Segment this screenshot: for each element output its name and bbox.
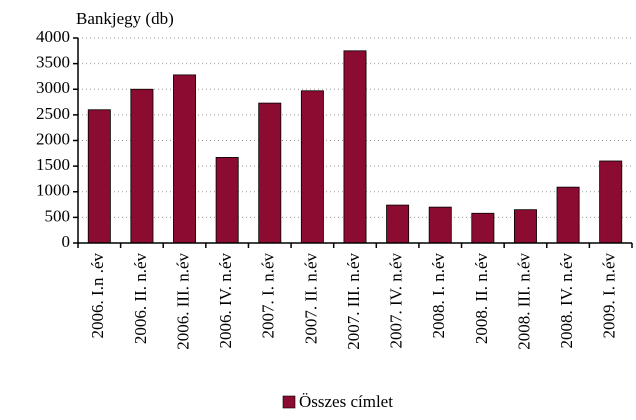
bar bbox=[471, 212, 495, 244]
x-tick-label: 2008. II. n.év bbox=[472, 253, 491, 345]
y-axis-label: Bankjegy (db) bbox=[76, 9, 174, 28]
y-tick-label: 2500 bbox=[36, 104, 70, 123]
y-tick-label: 0 bbox=[62, 232, 71, 251]
y-tick-label: 1000 bbox=[36, 181, 70, 200]
bar bbox=[386, 204, 410, 244]
y-tick-label: 3000 bbox=[36, 78, 70, 97]
x-tick-label: 2009. I. n.év bbox=[600, 253, 619, 339]
y-tick-label: 1500 bbox=[36, 155, 70, 174]
y-tick-label: 3500 bbox=[36, 53, 70, 72]
y-tick-label: 2000 bbox=[36, 129, 70, 148]
bar bbox=[513, 209, 537, 244]
legend-swatch bbox=[282, 395, 296, 409]
bar bbox=[556, 186, 580, 244]
x-tick-label: 2008. IV. n.év bbox=[557, 253, 576, 349]
x-tick-label: 2006. II. n.év bbox=[131, 253, 150, 345]
bar bbox=[258, 102, 282, 244]
bar bbox=[173, 74, 197, 244]
bar bbox=[428, 206, 452, 244]
bar bbox=[343, 50, 367, 244]
x-tick-label: 2007. IV. n.év bbox=[387, 253, 406, 349]
x-tick-label: 2007. II. n.év bbox=[301, 253, 320, 345]
x-tick-label: 2008. III. n.év bbox=[514, 253, 533, 350]
y-tick-label: 4000 bbox=[36, 27, 70, 46]
x-tick-label: 2006. I.n .év bbox=[88, 253, 107, 339]
legend-label: Összes címlet bbox=[299, 392, 393, 411]
bar bbox=[87, 109, 111, 244]
x-tick-label: 2007. III. n.év bbox=[344, 253, 363, 350]
bar bbox=[215, 157, 239, 244]
bar bbox=[300, 90, 324, 244]
x-tick-label: 2007. I. n.év bbox=[259, 253, 278, 339]
x-tick-label: 2006. IV. n.év bbox=[216, 253, 235, 349]
bar bbox=[599, 160, 623, 244]
x-tick-label: 2006. III. n.év bbox=[173, 253, 192, 350]
y-tick-label: 500 bbox=[45, 206, 71, 225]
x-tick-label: 2008. I. n.év bbox=[429, 253, 448, 339]
bar bbox=[130, 88, 154, 244]
